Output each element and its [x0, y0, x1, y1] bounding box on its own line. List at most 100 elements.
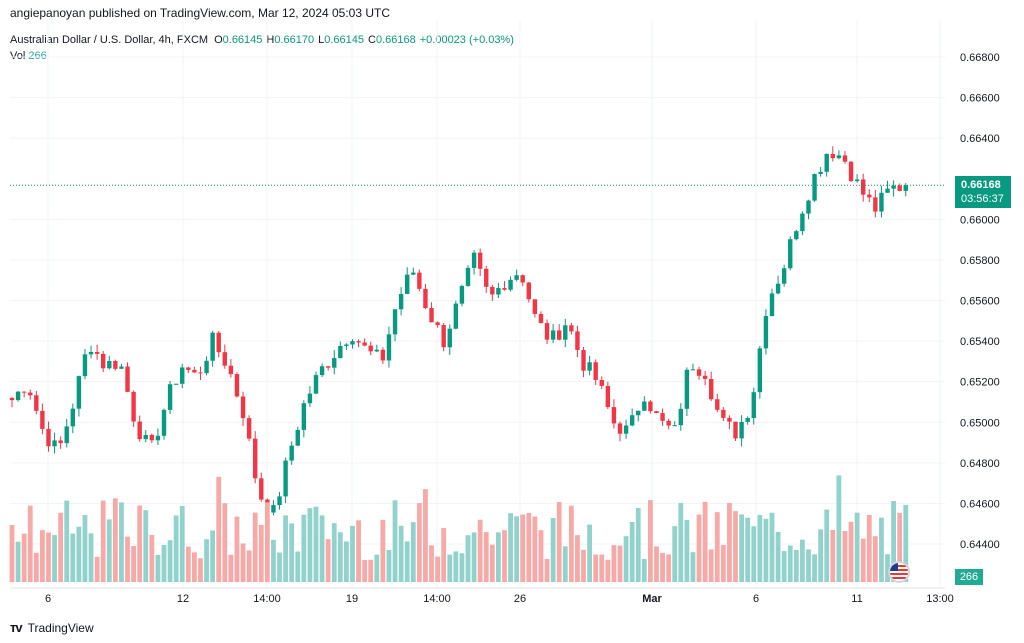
y-tick-label: 0.66000	[960, 214, 1000, 226]
candle-body	[307, 393, 313, 404]
volume-bar	[228, 554, 234, 582]
us-flag-icon[interactable]	[888, 561, 910, 583]
candle-body	[769, 293, 775, 317]
candle-body	[368, 345, 373, 352]
volume-bar	[733, 511, 738, 582]
published-header: angiepanoyan published on TradingView.co…	[10, 6, 391, 20]
candle-body	[891, 185, 896, 189]
x-tick-label: 26	[514, 593, 526, 605]
x-tick-label: 6	[45, 593, 51, 605]
volume-bar	[204, 539, 209, 582]
candle-body	[88, 351, 94, 355]
volume-bar	[64, 500, 70, 582]
y-tick-label: 0.64600	[960, 498, 1000, 510]
candle-body	[58, 440, 63, 444]
volume-bar	[283, 515, 288, 582]
x-tick-label: 19	[346, 593, 358, 605]
volume-bar	[380, 519, 386, 582]
volume-bar	[544, 558, 550, 582]
candle-body	[532, 299, 538, 314]
volume-bar	[119, 502, 124, 582]
volume-bar	[58, 512, 64, 582]
x-tick-label: 14:00	[423, 593, 451, 605]
y-tick-label: 0.65200	[960, 377, 1000, 389]
volume-bar	[489, 544, 495, 582]
candle-body	[28, 392, 33, 396]
volume-bar	[277, 552, 282, 582]
volume-bar	[739, 514, 744, 582]
candle-body	[526, 282, 531, 300]
volume-bar	[125, 536, 130, 582]
low-label: L	[318, 34, 325, 46]
volume-bar	[568, 505, 574, 582]
volume-bar	[52, 535, 57, 582]
candle-body	[660, 413, 665, 421]
candle-body	[155, 435, 161, 441]
candle-body	[435, 322, 440, 326]
candle-body	[666, 420, 671, 426]
volume-bar	[234, 516, 240, 582]
candle-body	[733, 421, 738, 439]
volume-bar	[720, 545, 726, 582]
candle-body	[149, 434, 155, 441]
candle-body	[794, 231, 799, 240]
volume-bar	[465, 535, 471, 582]
candle-body	[611, 407, 617, 424]
volume-bar	[100, 500, 106, 582]
candle-body	[757, 348, 763, 393]
volume-bar	[605, 559, 611, 582]
volume-bar	[392, 500, 398, 582]
volume-bar	[295, 551, 301, 582]
high-label: H	[266, 34, 275, 46]
volume-bar	[112, 498, 118, 582]
volume-bar	[313, 506, 319, 582]
candle-body	[824, 154, 829, 172]
candle-body	[125, 366, 130, 392]
volume-bar	[179, 505, 185, 582]
candle-body	[751, 392, 756, 419]
candle-body	[745, 418, 750, 422]
volume-bar	[76, 526, 82, 582]
volume-bar	[842, 531, 848, 582]
volume-bar	[15, 541, 21, 582]
volume-bar	[46, 532, 51, 582]
candle-body	[131, 391, 136, 422]
candle-body	[143, 434, 148, 440]
ohlc-row: Australian Dollar / U.S. Dollar, 4h, FXC…	[10, 32, 518, 48]
candle-body	[283, 460, 288, 497]
volume-bar	[702, 501, 708, 582]
x-tick-label: 13:00	[926, 593, 954, 605]
volume-bar	[483, 532, 489, 582]
symbol-title[interactable]: Australian Dollar / U.S. Dollar, 4h, FXC…	[10, 34, 209, 46]
candle-body	[903, 185, 908, 191]
candle-body	[94, 351, 100, 354]
volume-bar	[350, 525, 355, 582]
candle-body	[259, 478, 264, 500]
candle-body	[405, 274, 410, 294]
candle-body	[417, 272, 422, 289]
candle-body	[690, 369, 696, 371]
volume-bar	[903, 504, 909, 582]
volume-bar	[556, 502, 562, 582]
candle-body	[374, 349, 379, 352]
candle-body	[222, 352, 227, 366]
candle-body	[137, 421, 142, 440]
volume-bar	[70, 533, 76, 582]
volume-bar	[854, 512, 860, 582]
volume-bar	[94, 556, 100, 582]
volume-bar	[824, 509, 830, 582]
volume-bar	[599, 554, 605, 582]
candle-body	[429, 308, 434, 323]
volume-bar	[143, 510, 149, 582]
volume-bar	[271, 539, 276, 582]
candle-body	[180, 367, 185, 384]
footer-brand[interactable]: ᴛᴠ TradingView	[10, 620, 94, 635]
volume-label: Vol	[10, 50, 26, 62]
candle-body	[520, 275, 525, 283]
candle-body	[684, 369, 690, 409]
volume-bar	[654, 546, 659, 582]
bar-countdown: 03:56:37	[961, 193, 1004, 206]
tradingview-logo-icon: ᴛᴠ	[10, 620, 23, 635]
volume-bar	[356, 520, 361, 582]
